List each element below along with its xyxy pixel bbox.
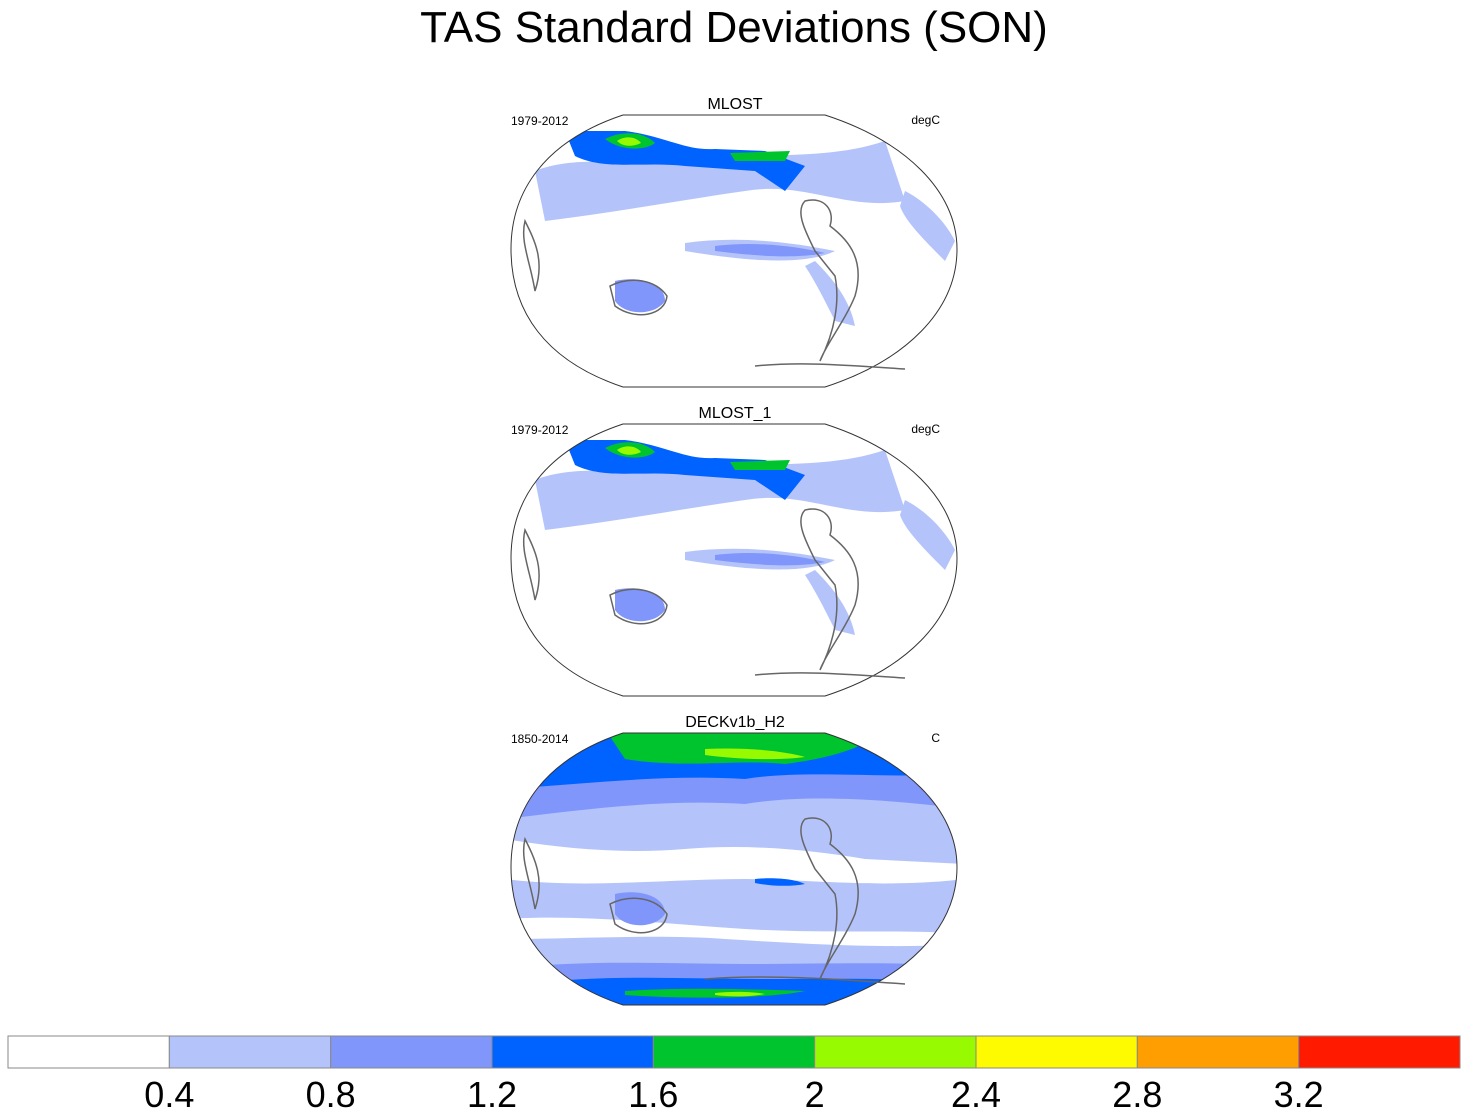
panel-title: MLOST — [707, 96, 763, 113]
colorbar-tick-label: 2.4 — [951, 1074, 1001, 1115]
robinson-map — [510, 732, 958, 1006]
panel-period: 1979-2012 — [511, 114, 569, 128]
colorbar-tick-label: 0.4 — [144, 1074, 194, 1115]
colorbar-tick-label: 0.8 — [306, 1074, 356, 1115]
panel-units: degC — [911, 422, 940, 436]
colorbar-tick-label: 2.8 — [1112, 1074, 1162, 1115]
figure-title: TAS Standard Deviations (SON) — [420, 3, 1048, 52]
colorbar-box — [168, 1035, 332, 1069]
colorbar-box — [652, 1035, 816, 1069]
robinson-map — [510, 114, 958, 388]
colorbar-box — [1298, 1035, 1461, 1069]
map-panel-mlost-1: MLOST_1 1979-2012 degC — [505, 405, 965, 705]
panel-period: 1979-2012 — [511, 423, 569, 437]
colorbar-tick-label: 3.2 — [1274, 1074, 1324, 1115]
panel-title: MLOST_1 — [698, 405, 772, 422]
colorbar-tick-label: 1.2 — [467, 1074, 517, 1115]
colorbar-box — [7, 1035, 170, 1069]
colorbar-box — [1136, 1035, 1300, 1069]
colorbar-tick-label: 1.6 — [628, 1074, 678, 1115]
colorbar-box — [975, 1035, 1138, 1069]
colorbar: 0.4 0.8 1.2 1.6 2 2.4 2.8 3.2 — [7, 1035, 1461, 1115]
map-panel-deckv1b-h2: DECKv1b_H2 1850-2014 C — [505, 714, 965, 1014]
colorbar-box — [491, 1035, 654, 1069]
panel-period: 1850-2014 — [511, 732, 569, 746]
robinson-map — [510, 423, 958, 697]
panel-title: DECKv1b_H2 — [685, 714, 785, 731]
panel-units: degC — [911, 113, 940, 127]
colorbar-box — [330, 1035, 493, 1069]
map-panel-mlost: MLOST 1979-2012 degC — [505, 96, 965, 396]
panel-units: C — [931, 731, 940, 745]
colorbar-tick-label: 2 — [805, 1074, 825, 1115]
colorbar-box — [814, 1035, 977, 1069]
